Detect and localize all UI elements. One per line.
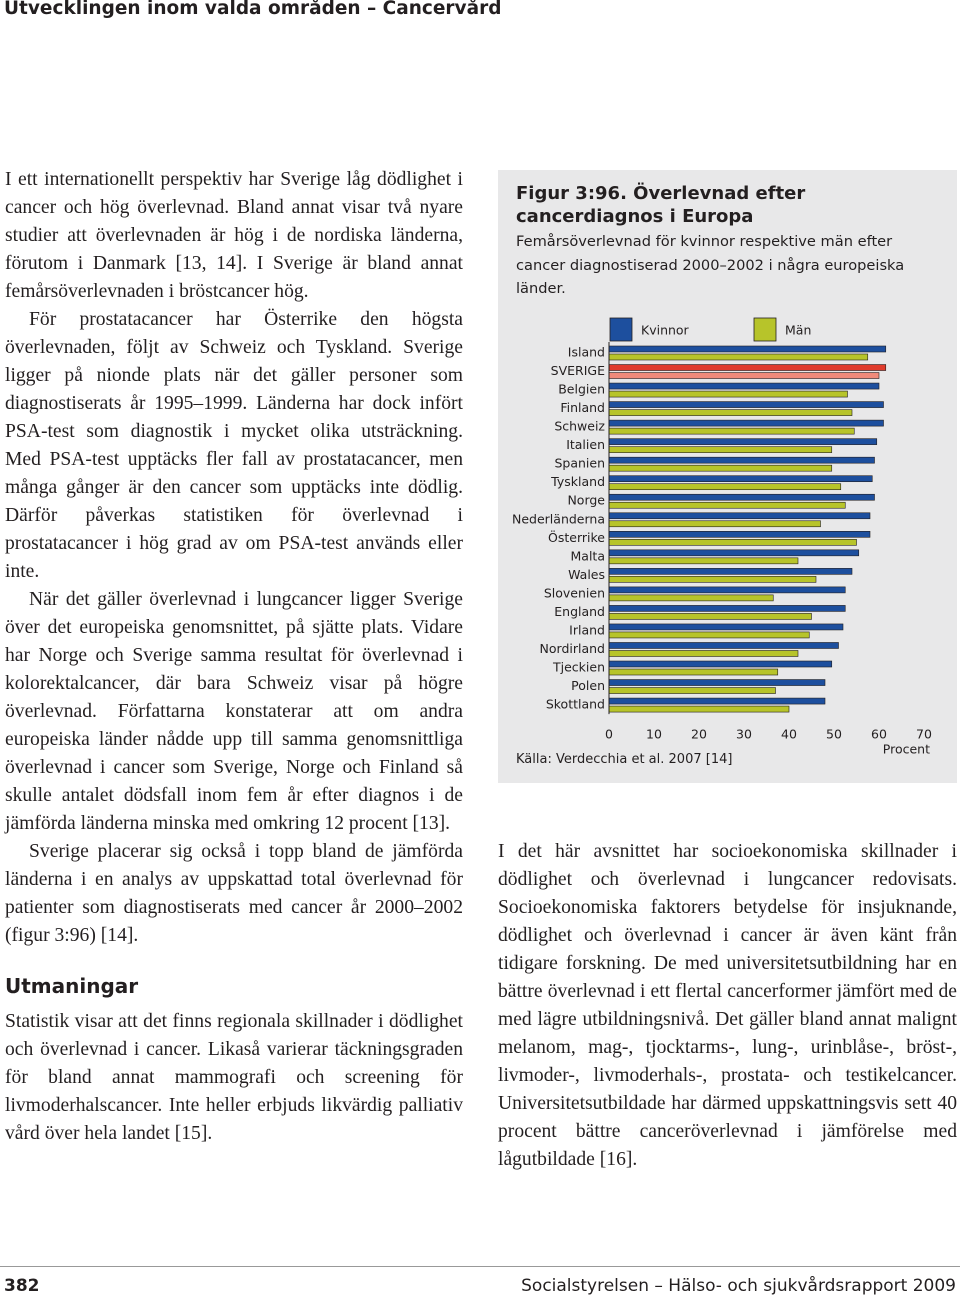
y-tick-label: Wales — [568, 567, 605, 582]
bar — [608, 427, 855, 435]
y-tick-label: Nederländerna — [512, 511, 605, 526]
bar — [608, 576, 817, 583]
y-tick-label: Irland — [569, 622, 605, 637]
x-tick-label: 20 — [691, 727, 707, 742]
y-tick-label: Nordirland — [540, 641, 605, 656]
bar — [608, 409, 853, 416]
bar — [608, 557, 799, 565]
x-tick-label: 40 — [781, 727, 797, 742]
y-tick-label: Schweiz — [554, 419, 605, 434]
x-tick-label: 10 — [646, 727, 662, 742]
chart: Kvinnor Män Island SVERIGE Belgien Finland Sch… — [512, 317, 932, 756]
y-tick-label: Finland — [560, 400, 605, 415]
bar — [608, 401, 884, 408]
y-tick-label: Slovenien — [544, 585, 605, 600]
y-tick-label: Polen — [571, 678, 605, 693]
bar — [608, 353, 869, 361]
y-tick-label: Skottland — [546, 697, 605, 712]
bar — [608, 668, 779, 676]
header-title: Utvecklingen inom valda områden – Cancer… — [4, 0, 502, 19]
paragraph: I ett internationellt perspektiv har Sve… — [5, 169, 463, 302]
x-tick-label: 50 — [826, 727, 842, 742]
figure-box: Figur 3:96. Överlevnad efter cancerdiagn… — [498, 170, 957, 783]
bar — [608, 531, 871, 538]
bar — [608, 419, 884, 427]
x-axis-label: Procent — [883, 742, 930, 756]
legend-label: Kvinnor — [641, 323, 690, 338]
footer-rule — [0, 1266, 960, 1267]
y-tick-label: Italien — [566, 437, 605, 452]
footer-publication: Socialstyrelsen – Hälso- och sjukvårdsra… — [521, 1276, 956, 1296]
bar — [608, 586, 846, 594]
bar — [608, 605, 846, 612]
left-column: I ett internationellt perspektiv har Sve… — [5, 166, 463, 1148]
bar — [608, 568, 853, 575]
bar — [608, 390, 848, 398]
x-tick-label: 30 — [736, 727, 752, 742]
bar — [608, 364, 887, 371]
bar — [608, 549, 860, 557]
x-tick-label: 60 — [871, 727, 887, 742]
bar — [608, 650, 799, 657]
bar — [608, 642, 839, 649]
y-tick-label: SVERIGE — [551, 363, 605, 378]
section-heading: Utmaningar — [5, 974, 139, 998]
legend-swatch — [609, 317, 633, 342]
y-tick-label: Norge — [567, 493, 605, 508]
bar — [608, 456, 875, 464]
x-tick-label: 70 — [916, 727, 932, 742]
figure-title: Figur 3:96. Överlevnad efter cancerdiagn… — [516, 183, 806, 227]
y-tick-label: Österrike — [548, 529, 605, 545]
bar — [608, 594, 774, 602]
y-tick-label: Island — [568, 345, 605, 360]
y-tick-label: Tjeckien — [552, 660, 605, 675]
bar — [608, 623, 844, 631]
bar — [608, 705, 790, 713]
bar — [608, 475, 873, 483]
bar — [608, 660, 833, 668]
bar — [608, 631, 810, 639]
right-column: I det här avsnittet har socioekonomiska … — [498, 838, 957, 1174]
y-tick-label: Spanien — [554, 456, 605, 471]
bar — [608, 501, 846, 509]
bar — [608, 520, 821, 528]
paragraph: Sverige placerar sig också i topp bland … — [5, 841, 463, 946]
bar — [608, 613, 812, 620]
bar — [608, 493, 875, 501]
bar — [608, 372, 880, 379]
legend-label: Män — [785, 323, 811, 338]
paragraph: För prostatacancer har Österrike den hög… — [5, 309, 463, 582]
bar — [608, 687, 776, 694]
paragraph: När det gäller överlevnad i lungcancer l… — [5, 589, 463, 834]
bar — [608, 697, 826, 705]
bar — [608, 345, 887, 353]
paragraph: I det här avsnittet har socioekonomiska … — [498, 841, 957, 1170]
bar — [608, 679, 826, 686]
x-tick-label: 0 — [605, 727, 613, 742]
legend-swatch — [753, 317, 777, 342]
page-number: 382 — [4, 1276, 40, 1296]
figure-subtitle: Femårsöverlevnad för kvinnor respektive … — [516, 233, 905, 297]
bar — [608, 464, 833, 472]
y-tick-label: Malta — [571, 548, 605, 563]
bar — [608, 483, 842, 491]
bar — [608, 512, 871, 520]
bar — [608, 438, 878, 445]
bar — [608, 539, 857, 546]
bar — [608, 382, 880, 390]
paragraph: Statistik visar att det finns regionala … — [5, 1011, 463, 1144]
y-tick-label: England — [554, 604, 605, 619]
figure-source: Källa: Verdecchia et al. 2007 [14] — [516, 752, 733, 767]
y-tick-label: Belgien — [558, 382, 605, 397]
y-tick-label: Tyskland — [550, 474, 605, 489]
bar — [608, 446, 833, 453]
